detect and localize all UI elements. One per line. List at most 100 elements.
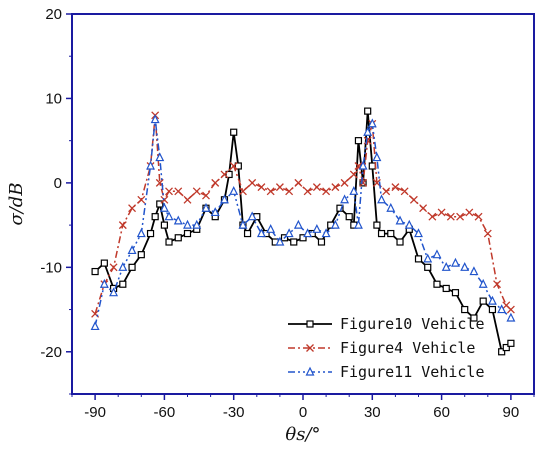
y-axis-title: σ/dB <box>6 182 27 225</box>
data-point <box>160 195 169 204</box>
data-point <box>284 228 294 238</box>
y-tick-label: 10 <box>45 90 62 107</box>
legend-item: Figure11 Vehicle <box>288 363 485 381</box>
data-point <box>137 251 145 259</box>
data-point <box>155 152 165 162</box>
data-point <box>336 204 344 212</box>
data-point <box>502 343 510 352</box>
y-tick-label: 0 <box>54 175 62 192</box>
data-point <box>367 118 377 128</box>
y-tick-label: 20 <box>45 6 62 23</box>
data-point <box>358 160 368 170</box>
data-point <box>317 238 326 246</box>
data-point <box>211 178 220 187</box>
data-point <box>109 263 118 272</box>
data-point <box>428 212 437 221</box>
data-point <box>424 263 432 271</box>
data-point <box>363 126 373 136</box>
data-point <box>414 255 423 263</box>
x-tick-label: 60 <box>433 404 450 421</box>
data-point <box>174 234 182 242</box>
data-point <box>363 136 372 145</box>
data-point <box>400 187 409 196</box>
data-point <box>99 278 109 288</box>
legend: Figure10 Vehicle Figure4 Vehicle Figure11 … <box>288 315 485 381</box>
data-point <box>299 234 307 242</box>
data-point <box>487 295 497 305</box>
data-point <box>118 221 127 230</box>
data-point <box>349 185 359 195</box>
data-point <box>192 219 202 229</box>
data-point <box>507 339 515 347</box>
data-point <box>146 160 156 170</box>
plot-frame <box>71 13 535 395</box>
data-point <box>451 289 460 297</box>
data-point <box>256 228 266 238</box>
data-point <box>506 312 516 322</box>
data-point <box>469 266 479 276</box>
data-point <box>247 211 257 221</box>
legend-marker <box>306 320 314 328</box>
data-point <box>303 228 313 238</box>
data-point <box>127 245 137 255</box>
x-axis-title: θs/° <box>285 424 320 445</box>
data-point <box>136 228 146 238</box>
data-point <box>303 187 312 196</box>
legend-label: Figure4 Vehicle <box>340 339 475 357</box>
data-point <box>340 194 350 204</box>
legend-marker <box>306 344 314 352</box>
data-point <box>364 107 372 115</box>
data-point <box>159 202 169 212</box>
data-point <box>483 229 492 238</box>
data-point <box>128 204 137 213</box>
data-point <box>238 219 248 229</box>
data-point <box>322 187 331 196</box>
series-2 <box>91 111 515 318</box>
data-point <box>118 261 128 271</box>
data-point <box>219 194 229 204</box>
data-point <box>382 187 391 196</box>
data-point <box>100 259 108 267</box>
data-point <box>201 202 211 212</box>
data-point <box>312 223 322 233</box>
data-point <box>248 178 257 187</box>
data-point <box>183 195 192 204</box>
data-point <box>266 187 275 196</box>
data-point <box>377 194 387 204</box>
data-point <box>330 219 340 229</box>
x-tick-label: -30 <box>223 404 245 421</box>
data-point <box>151 213 159 221</box>
data-point <box>137 195 146 204</box>
data-point <box>506 305 515 314</box>
data-point <box>192 187 201 196</box>
data-point <box>493 280 501 289</box>
data-point <box>419 204 428 213</box>
data-point <box>479 297 487 305</box>
data-point <box>441 261 451 271</box>
legend-item: Figure10 Vehicle <box>288 315 485 333</box>
data-point <box>340 178 349 187</box>
data-point <box>446 212 455 221</box>
data-point <box>165 238 173 246</box>
data-point <box>345 213 353 221</box>
data-point <box>387 229 395 238</box>
legend-label: Figure11 Vehicle <box>340 363 485 381</box>
data-point <box>165 187 173 196</box>
data-point <box>234 162 242 170</box>
data-point <box>478 278 488 288</box>
data-point <box>229 162 238 170</box>
data-point <box>90 321 100 331</box>
data-point <box>377 229 386 238</box>
data-point <box>229 185 239 195</box>
data-point <box>238 187 247 196</box>
data-point <box>290 238 298 246</box>
data-point <box>119 280 127 288</box>
data-point <box>210 207 220 217</box>
data-point <box>437 208 446 217</box>
data-point <box>396 238 404 246</box>
data-point <box>391 183 400 192</box>
data-point <box>386 202 396 212</box>
legend-item: Figure4 Vehicle <box>288 339 475 357</box>
data-point <box>433 280 441 288</box>
